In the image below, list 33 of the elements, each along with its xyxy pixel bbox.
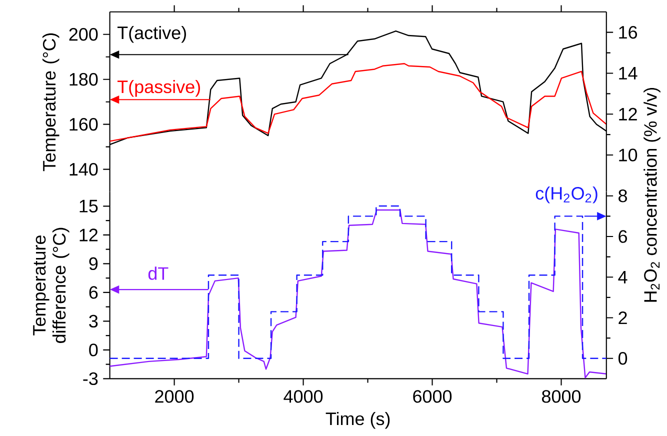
- y2-tick-label: 14: [619, 67, 638, 80]
- x-tick-label: 6000: [413, 390, 452, 403]
- y-tick-label: 160: [70, 118, 98, 131]
- line-series: [109, 63, 607, 142]
- y2-tick-label: 4: [618, 270, 628, 284]
- x-axis-title: Time (s): [326, 412, 390, 429]
- y-tick-label: 6: [89, 286, 98, 299]
- y-tick-label: 12: [80, 228, 98, 242]
- x-tick-label: 8000: [542, 390, 581, 403]
- series-label: c(H$_{2}$O$_{2}$): [536, 186, 598, 204]
- legend-label: T(passive): [117, 80, 200, 97]
- y2-tick-label: 8: [618, 190, 627, 202]
- y-tick-label: 140: [70, 162, 98, 176]
- text: dT: [148, 266, 168, 280]
- x-tick-label: 2000: [155, 390, 194, 403]
- y2-tick-label: 6: [618, 230, 627, 243]
- y-tick-label: 0: [89, 344, 98, 356]
- y-tick-label: 180: [70, 72, 98, 86]
- y2-tick-label: 12: [619, 108, 637, 120]
- y2-tick-label: 2: [618, 311, 627, 324]
- y-tick-label: 3: [89, 314, 98, 328]
- y2-axis-title: H$_{2}$O$_{2}$ concentration (% v/v): [644, 88, 660, 302]
- y-tick-label: 15: [80, 200, 98, 212]
- y-axis-title: Temperature (°C): [42, 33, 60, 172]
- x-tick-label: 4000: [284, 390, 323, 403]
- text: T(active): [117, 26, 186, 43]
- y-tick-label: -3: [83, 372, 98, 386]
- y2-tick-label: 16: [619, 26, 638, 39]
- y-tick-label: 200: [69, 28, 98, 41]
- y-tick-label: 9: [89, 257, 98, 270]
- y2-tick-label: 10: [619, 148, 638, 162]
- y2-tick-label: 0: [618, 352, 628, 365]
- y-axis-title: Temperature difference (°C): [33, 228, 70, 343]
